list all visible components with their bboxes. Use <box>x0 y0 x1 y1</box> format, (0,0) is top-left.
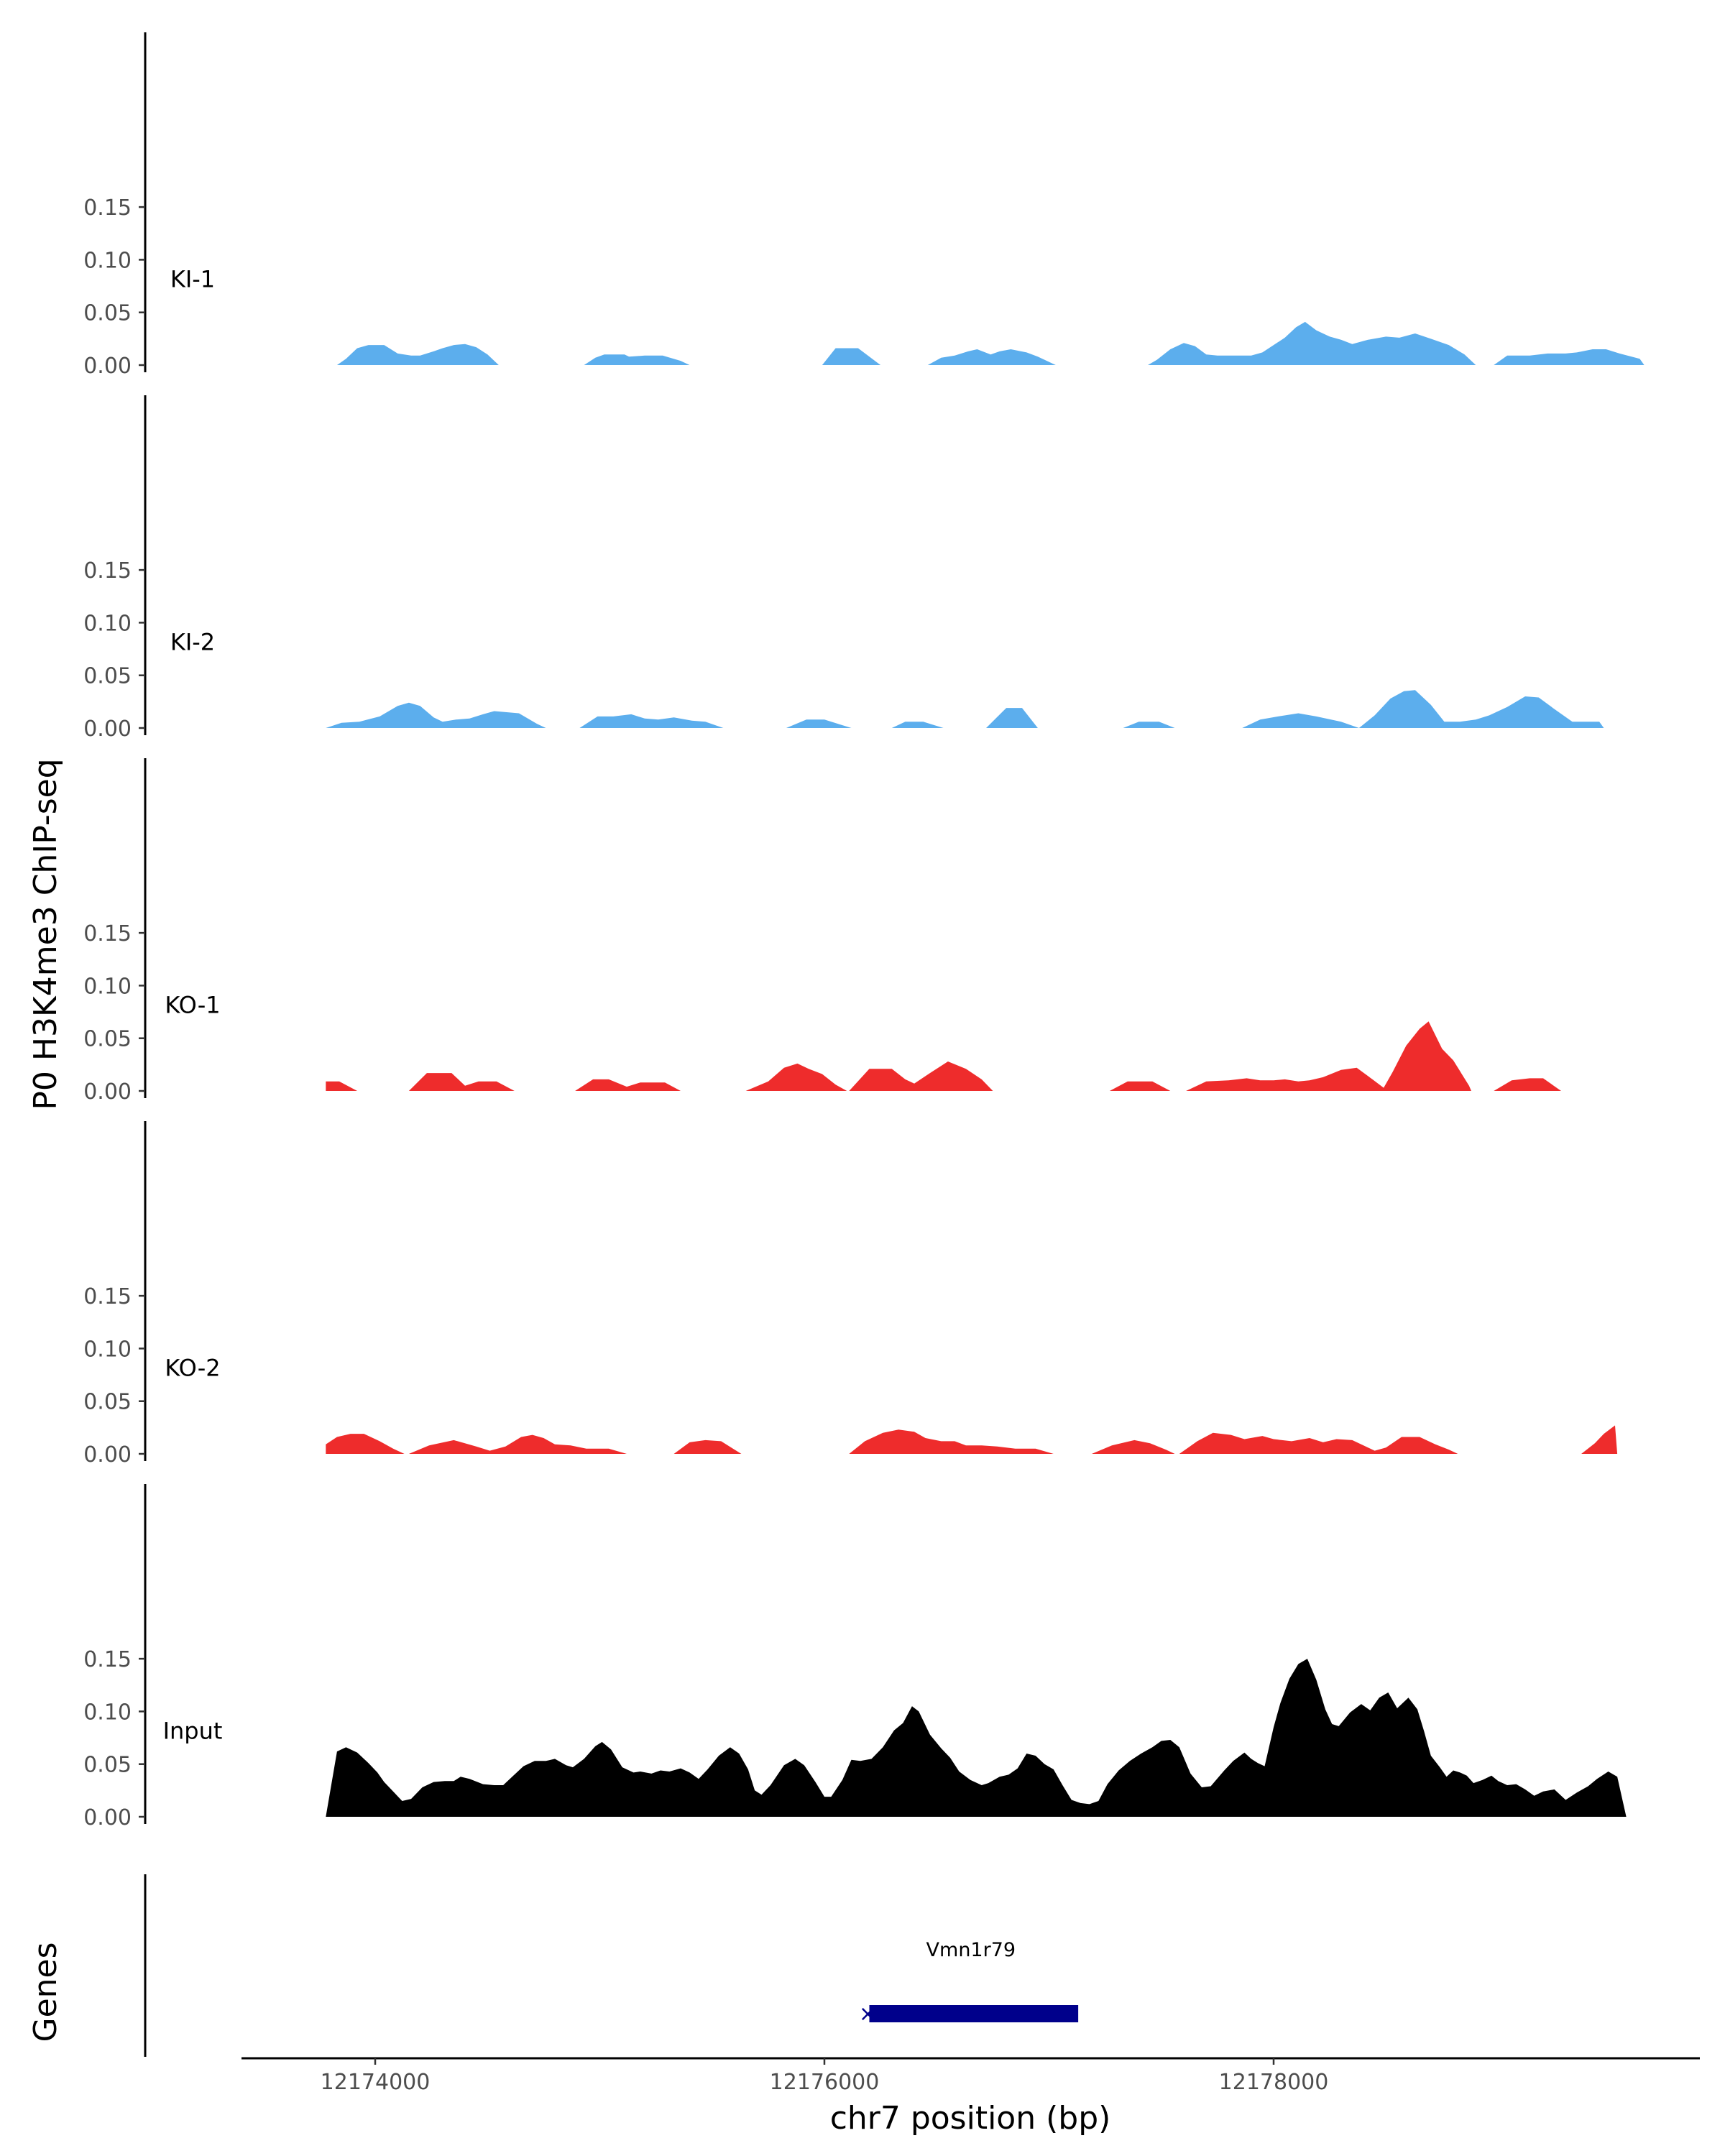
track-panel-ki-2: 0.00 0.05 0.10 0.15 KI-2 <box>83 395 1604 742</box>
coverage-area-ko-1-7 <box>1494 1078 1561 1091</box>
y-tick-label: 0.15 <box>83 921 132 946</box>
y-tick-label: 0.15 <box>83 195 132 221</box>
coverage-area-input-0 <box>326 1659 1627 1817</box>
track-label: KI-1 <box>170 266 215 293</box>
y-tick-label: 0.05 <box>83 1753 132 1778</box>
strand-marker-icon: × <box>859 2001 877 2027</box>
coverage-area-ko-1-6 <box>1186 1021 1471 1091</box>
coverage-area-ko-2-5 <box>1179 1432 1458 1454</box>
coverage-area-ki-2-5 <box>1123 722 1175 728</box>
y-tick-label: 0.10 <box>83 1700 132 1725</box>
x-axis: 12174000 12176000 12178000 <box>242 2057 1700 2095</box>
coverage-area-ko-1-1 <box>408 1073 515 1091</box>
coverage-area-ko-2-6 <box>1581 1425 1618 1454</box>
coverage-area-ki-1-1 <box>584 354 690 365</box>
coverage-area-ki-1-3 <box>927 349 1056 365</box>
x-tick-label: 12174000 <box>321 2070 431 2095</box>
coverage-area-ki-2-3 <box>891 722 944 728</box>
x-tick-label: 12176000 <box>770 2070 880 2095</box>
y-tick-label: 0.05 <box>83 301 132 326</box>
coverage-area-ki-1-4 <box>1148 321 1476 365</box>
coverage-area-ko-1-0 <box>326 1081 357 1091</box>
y-tick-label: 0.05 <box>83 1027 132 1052</box>
y-tick-label: 0.00 <box>83 1805 132 1830</box>
x-tick-label: 12178000 <box>1219 2070 1329 2095</box>
coverage-area-ko-2-3 <box>849 1429 1054 1454</box>
genes-track: × Vmn1r79 <box>144 1874 1079 2057</box>
coverage-area-ki-2-0 <box>326 702 546 728</box>
x-axis-title: chr7 position (bp) <box>830 2100 1111 2137</box>
coverage-area-ki-1-5 <box>1494 349 1644 365</box>
coverage-area-ki-2-7 <box>1358 690 1604 728</box>
y-tick-label: 0.10 <box>83 248 132 273</box>
coverage-area-ki-1-0 <box>336 344 499 365</box>
y-tick-label: 0.15 <box>83 558 132 584</box>
gene-name-label: Vmn1r79 <box>926 1939 1016 1961</box>
coverage-area-ko-1-5 <box>1109 1081 1171 1091</box>
coverage-area-ko-2-1 <box>408 1434 627 1454</box>
coverage-area-ko-1-3 <box>745 1063 847 1091</box>
gene-body <box>869 2005 1079 2022</box>
track-label: KI-2 <box>170 629 215 656</box>
y-tick-label: 0.00 <box>83 1442 132 1468</box>
y-tick-label: 0.00 <box>83 354 132 379</box>
coverage-area-ki-2-6 <box>1242 713 1359 728</box>
coverage-area-ko-2-2 <box>673 1439 742 1454</box>
gene-vmn1r79: × Vmn1r79 <box>859 1939 1079 2027</box>
coverage-area-ki-2-1 <box>579 714 724 728</box>
y-tick-label: 0.10 <box>83 974 132 999</box>
coverage-tracks: 0.00 0.05 0.10 0.15 KI-1 0.00 0.05 0.10 0.15 KI-2… <box>83 32 1644 1830</box>
y-tick-label: 0.10 <box>83 611 132 636</box>
y-tick-label: 0.05 <box>83 664 132 689</box>
y-tick-label: 0.15 <box>83 1284 132 1309</box>
track-label: Input <box>163 1718 223 1745</box>
coverage-area-ki-2-2 <box>786 719 852 728</box>
y-tick-label: 0.05 <box>83 1390 132 1415</box>
coverage-area-ki-2-4 <box>986 708 1038 728</box>
track-label: KO-2 <box>165 1355 220 1382</box>
y-tick-label: 0.00 <box>83 717 132 742</box>
y-tick-label: 0.00 <box>83 1079 132 1105</box>
y-tick-label: 0.15 <box>83 1647 132 1672</box>
genes-track-label: Genes <box>27 1942 64 2042</box>
track-label: KO-1 <box>165 992 220 1019</box>
coverage-area-ko-2-4 <box>1091 1439 1175 1454</box>
track-panel-ko-2: 0.00 0.05 0.10 0.15 KO-2 <box>83 1121 1618 1468</box>
coverage-area-ko-1-2 <box>575 1079 681 1091</box>
y-axis-title: P0 H3K4me3 ChIP-seq <box>27 758 64 1110</box>
track-panel-ki-1: 0.00 0.05 0.10 0.15 KI-1 <box>83 32 1644 379</box>
track-panel-ko-1: 0.00 0.05 0.10 0.15 KO-1 <box>83 758 1561 1105</box>
y-tick-label: 0.10 <box>83 1337 132 1362</box>
track-panel-input: 0.00 0.05 0.10 0.15 Input <box>83 1484 1627 1830</box>
coverage-area-ko-1-4 <box>849 1061 993 1091</box>
coverage-area-ko-2-0 <box>326 1434 405 1454</box>
coverage-area-ki-1-2 <box>822 348 881 365</box>
